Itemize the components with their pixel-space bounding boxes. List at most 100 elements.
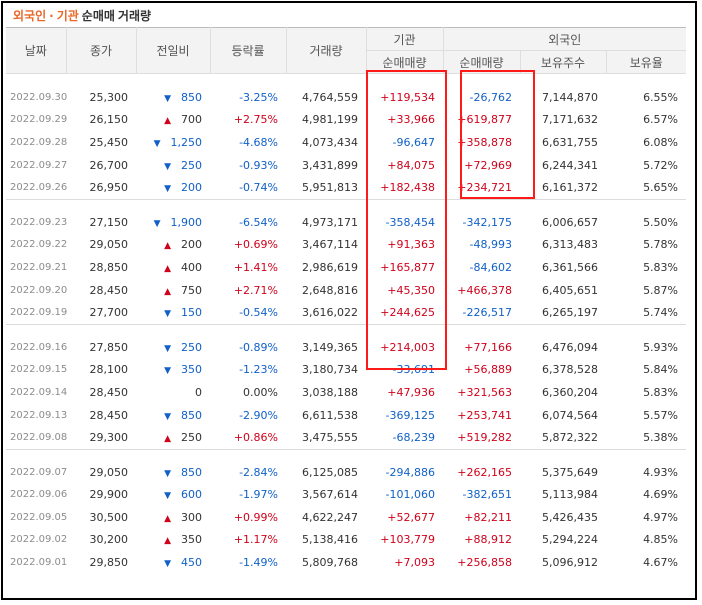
foreign-net-cell: -48,993 bbox=[469, 238, 512, 252]
group-divider bbox=[6, 323, 687, 336]
table-row: 2022.09.02 30,200 ▲ 350 +1.17% 5,138,416 +103,… bbox=[6, 529, 686, 552]
table-body: 2022.09.30 25,300 ▼ 850 -3.25% 4,764,559 +119,… bbox=[6, 74, 687, 574]
institution-net-cell: +119,534 bbox=[380, 90, 435, 104]
institution-net-cell: -101,060 bbox=[385, 488, 435, 502]
close-cell: 26,150 bbox=[89, 113, 129, 127]
volume-cell: 4,973,171 bbox=[302, 215, 358, 229]
foreign-net-cell: -26,762 bbox=[469, 90, 512, 104]
foreign-shares-cell: 6,405,651 bbox=[542, 283, 598, 297]
foreign-ratio-cell: 5.57% bbox=[643, 408, 679, 422]
foreign-shares-cell: 6,244,341 bbox=[542, 158, 598, 172]
date-cell: 2022.09.15 bbox=[10, 364, 68, 376]
change-cell: ▲ 350 bbox=[136, 529, 210, 552]
header-institution-group: 기관 bbox=[366, 27, 444, 51]
institution-net-cell: +84,075 bbox=[387, 158, 435, 172]
foreign-shares-cell: 5,426,435 bbox=[542, 510, 598, 524]
rate-cell: +0.86% bbox=[233, 431, 278, 445]
highlight-box-foreign bbox=[460, 70, 535, 199]
triangle-up-icon: ▲ bbox=[164, 241, 171, 252]
rate-cell: -0.54% bbox=[239, 306, 278, 320]
foreign-net-cell: +321,563 bbox=[457, 385, 512, 399]
date-cell: 2022.09.05 bbox=[10, 511, 68, 523]
triangle-down-icon: ▼ bbox=[164, 93, 171, 104]
rate-cell: -3.25% bbox=[239, 90, 278, 104]
divider-cell bbox=[6, 323, 687, 336]
foreign-net-cell: +56,889 bbox=[464, 363, 512, 377]
table-top-spacer bbox=[6, 74, 686, 87]
change-cell: ▼ 250 bbox=[136, 154, 210, 177]
table-row: 2022.09.27 26,700 ▼ 250 -0.93% 3,431,899 +84,0… bbox=[6, 154, 686, 177]
change-cell: ▲ 400 bbox=[136, 256, 210, 279]
volume-cell: 2,648,816 bbox=[302, 283, 358, 297]
table-row: 2022.09.19 27,700 ▼ 150 -0.54% 3,616,022 +244,… bbox=[6, 301, 686, 324]
rate-cell: 0.00% bbox=[243, 385, 278, 399]
rate-cell: +1.41% bbox=[233, 260, 278, 274]
foreign-net-cell: +88,912 bbox=[464, 533, 512, 547]
date-cell: 2022.09.06 bbox=[10, 489, 68, 501]
triangle-up-icon: ▲ bbox=[164, 536, 171, 547]
table-row: 2022.09.21 28,850 ▲ 400 +1.41% 2,986,619 +165,… bbox=[6, 256, 686, 279]
triangle-down-icon: ▼ bbox=[164, 468, 171, 479]
volume-cell: 4,622,247 bbox=[302, 510, 358, 524]
date-cell: 2022.09.30 bbox=[10, 91, 68, 103]
date-cell: 2022.09.20 bbox=[10, 284, 68, 296]
volume-cell: 2,986,619 bbox=[302, 260, 358, 274]
change-cell: 0 bbox=[136, 381, 210, 404]
title-separator: · bbox=[49, 9, 54, 23]
divider-cell bbox=[6, 74, 686, 87]
foreign-shares-cell: 5,113,984 bbox=[542, 488, 598, 502]
triangle-up-icon: ▲ bbox=[164, 116, 171, 127]
change-value: 250 bbox=[181, 431, 202, 445]
close-cell: 29,050 bbox=[89, 465, 129, 479]
foreign-ratio-cell: 5.93% bbox=[643, 340, 679, 354]
table-row: 2022.09.13 28,450 ▼ 850 -2.90% 6,611,538 -369,… bbox=[6, 404, 686, 427]
highlight-box-institution bbox=[366, 70, 447, 370]
foreign-ratio-cell: 6.55% bbox=[643, 90, 679, 104]
institution-net-cell: +182,438 bbox=[380, 181, 435, 195]
foreign-shares-cell: 6,006,657 bbox=[542, 215, 598, 229]
foreign-shares-cell: 6,313,483 bbox=[542, 238, 598, 252]
volume-cell: 4,981,199 bbox=[302, 113, 358, 127]
change-cell: ▼ 200 bbox=[136, 176, 210, 199]
rate-cell: +2.71% bbox=[233, 283, 278, 297]
foreign-shares-cell: 7,144,870 bbox=[542, 90, 598, 104]
foreign-ratio-cell: 5.87% bbox=[643, 283, 679, 297]
volume-cell: 6,125,085 bbox=[302, 465, 358, 479]
title-volume: 거래량 bbox=[117, 9, 152, 23]
date-cell: 2022.09.21 bbox=[10, 261, 68, 273]
date-cell: 2022.09.07 bbox=[10, 466, 68, 478]
triangle-down-icon: ▼ bbox=[164, 491, 171, 502]
close-cell: 27,150 bbox=[89, 215, 129, 229]
rate-cell: -1.23% bbox=[239, 363, 278, 377]
close-cell: 30,500 bbox=[89, 510, 129, 524]
divider-cell bbox=[6, 448, 687, 461]
institution-net-cell: -68,239 bbox=[392, 431, 435, 445]
volume-cell: 3,038,188 bbox=[302, 385, 358, 399]
foreign-ratio-cell: 4.97% bbox=[643, 510, 679, 524]
rate-cell: -1.49% bbox=[239, 556, 278, 570]
rate-cell: +2.75% bbox=[233, 113, 278, 127]
foreign-net-cell: +619,877 bbox=[457, 113, 512, 127]
foreign-net-cell: +256,858 bbox=[457, 556, 512, 570]
foreign-shares-cell: 6,265,197 bbox=[542, 306, 598, 320]
date-cell: 2022.09.14 bbox=[10, 386, 68, 398]
change-value: 1,900 bbox=[170, 215, 203, 229]
foreign-net-cell: +466,378 bbox=[457, 283, 512, 297]
header-foreign-shares: 보유주수 bbox=[520, 50, 607, 74]
change-value: 700 bbox=[181, 113, 202, 127]
close-cell: 25,450 bbox=[89, 135, 129, 149]
change-cell: ▼ 600 bbox=[136, 484, 210, 507]
rate-cell: -2.84% bbox=[239, 465, 278, 479]
foreign-ratio-cell: 5.83% bbox=[643, 385, 679, 399]
rate-cell: -4.68% bbox=[239, 135, 278, 149]
close-cell: 29,300 bbox=[89, 431, 129, 445]
change-value: 150 bbox=[181, 306, 202, 320]
close-cell: 26,700 bbox=[89, 158, 129, 172]
header-foreign-net: 순매매량 bbox=[443, 50, 521, 74]
group-divider bbox=[6, 198, 687, 211]
foreign-ratio-cell: 5.50% bbox=[643, 215, 679, 229]
change-value: 300 bbox=[181, 510, 202, 524]
triangle-down-icon: ▼ bbox=[153, 138, 161, 149]
change-value: 250 bbox=[181, 340, 202, 354]
foreign-ratio-cell: 5.72% bbox=[643, 158, 679, 172]
